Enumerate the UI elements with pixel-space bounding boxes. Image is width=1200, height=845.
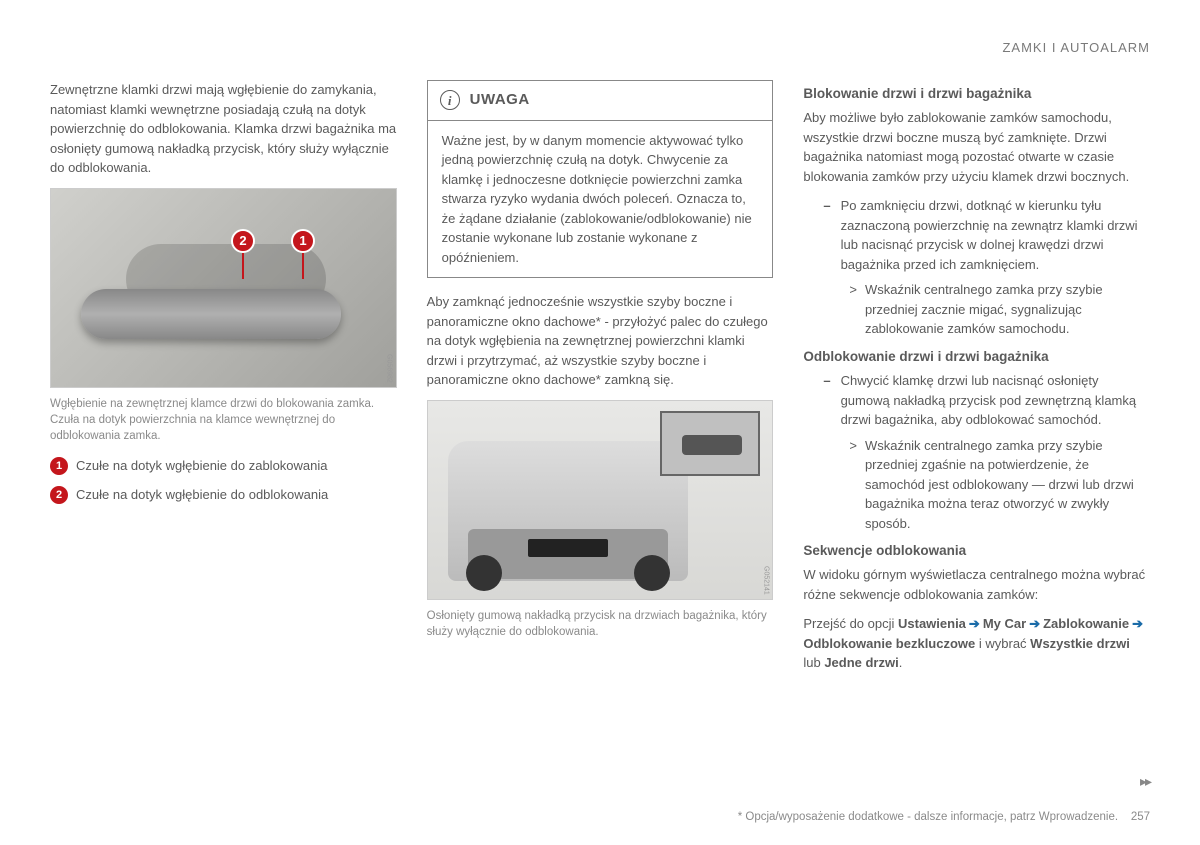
wheel-right [634, 555, 670, 591]
column-1: Zewnętrzne klamki drzwi mają wgłębienie … [50, 80, 397, 683]
wheel-left [466, 555, 502, 591]
inset-button [682, 435, 742, 455]
sub-arrow-icon: > [849, 280, 857, 339]
nav-6: Jedne drzwi [824, 655, 898, 670]
nav-4: Odblokowanie bezkluczowe [803, 636, 975, 651]
car-plate [528, 539, 608, 557]
sub-arrow-icon: > [849, 436, 857, 534]
legend-circle-1: 1 [50, 457, 68, 475]
callout-pin-1: 1 [291, 229, 315, 279]
dash-icon: – [823, 196, 830, 274]
nav-5: Wszystkie drzwi [1030, 636, 1130, 651]
footer: * Opcja/wyposażenie dodatkowe - dalsze i… [738, 811, 1150, 823]
lock-paragraph: Aby możliwe było zablokowanie zamków sam… [803, 108, 1150, 186]
image-id-2: G052141 [760, 566, 771, 595]
heading-unlock: Odblokowanie drzwi i drzwi bagażnika [803, 347, 1150, 367]
dash-item-2: – Chwycić klamkę drzwi lub nacisnąć osło… [803, 371, 1150, 430]
heading-lock: Blokowanie drzwi i drzwi bagażnika [803, 84, 1150, 104]
pin-1-circle: 1 [291, 229, 315, 253]
nav-1: Ustawienia [898, 616, 966, 631]
nav-end: . [899, 655, 903, 670]
column-2: i UWAGA Ważne jest, by w danym momencie … [427, 80, 774, 683]
col2-paragraph-1: Aby zamknąć jednocześnie wszystkie szyby… [427, 292, 774, 390]
pin-2-line [242, 253, 244, 279]
legend-text-1: Czułe na dotyk wgłębienie do zablokowani… [76, 456, 328, 476]
section-header: ZAMKI I AUTOALARM [50, 40, 1150, 55]
dash-icon: – [823, 371, 830, 430]
intro-paragraph: Zewnętrzne klamki drzwi mają wgłębienie … [50, 80, 397, 178]
note-box: i UWAGA Ważne jest, by w danym momencie … [427, 80, 774, 278]
trunk-image: G052141 [427, 400, 774, 600]
nav-3: Zablokowanie [1043, 616, 1129, 631]
dash-item-1: – Po zamknięciu drzwi, dotknąć w kierunk… [803, 196, 1150, 274]
nav-2: My Car [983, 616, 1026, 631]
sub-text-2: Wskaźnik centralnego zamka przy szybie p… [865, 436, 1150, 534]
continue-arrows-icon: ▸▸ [1140, 773, 1150, 790]
nav-path: Przejść do opcji Ustawienia➔My Car➔Zablo… [803, 614, 1150, 673]
columns: Zewnętrzne klamki drzwi mają wgłębienie … [50, 80, 1150, 683]
callout-pin-2: 2 [231, 229, 255, 279]
legend-item-1: 1 Czułe na dotyk wgłębienie do zablokowa… [50, 456, 397, 476]
pin-2-circle: 2 [231, 229, 255, 253]
dash-text-2: Chwycić klamkę drzwi lub nacisnąć osłoni… [841, 371, 1150, 430]
sequence-paragraph: W widoku górnym wyświetlacza centralnego… [803, 565, 1150, 604]
legend-circle-2: 2 [50, 486, 68, 504]
dash-text-1: Po zamknięciu drzwi, dotknąć w kierunku … [841, 196, 1150, 274]
sub-item-2: > Wskaźnik centralnego zamka przy szybie… [803, 436, 1150, 534]
sub-text-1: Wskaźnik centralnego zamka przy szybie p… [865, 280, 1150, 339]
door-handle [81, 289, 341, 339]
image-id-1: G056982 [383, 354, 394, 383]
nav-arrow-icon: ➔ [1029, 614, 1040, 634]
note-body: Ważne jest, by w danym momencie aktywowa… [428, 121, 773, 278]
column-3: Blokowanie drzwi i drzwi bagażnika Aby m… [803, 80, 1150, 683]
note-title: UWAGA [470, 89, 530, 112]
sub-item-1: > Wskaźnik centralnego zamka przy szybie… [803, 280, 1150, 339]
nav-mid: i wybrać [975, 636, 1030, 651]
nav-intro: Przejść do opcji [803, 616, 898, 631]
image-2-caption: Osłonięty gumową nakładką przycisk na dr… [427, 608, 774, 640]
note-header: i UWAGA [428, 81, 773, 121]
nav-arrow-icon: ➔ [969, 614, 980, 634]
image-1-caption: Wgłębienie na zewnętrznej klamce drzwi d… [50, 396, 397, 444]
legend-text-2: Czułe na dotyk wgłębienie do odblokowani… [76, 485, 328, 505]
pin-1-line [302, 253, 304, 279]
nav-arrow-icon: ➔ [1132, 614, 1143, 634]
footer-note: * Opcja/wyposażenie dodatkowe - dalsze i… [738, 811, 1118, 823]
page-number: 257 [1131, 811, 1150, 823]
inset-zoom [660, 411, 760, 476]
legend-item-2: 2 Czułe na dotyk wgłębienie do odblokowa… [50, 485, 397, 505]
heading-sequence: Sekwencje odblokowania [803, 541, 1150, 561]
info-icon: i [440, 90, 460, 110]
door-handle-image: 1 2 G056982 [50, 188, 397, 388]
nav-or: lub [803, 655, 824, 670]
